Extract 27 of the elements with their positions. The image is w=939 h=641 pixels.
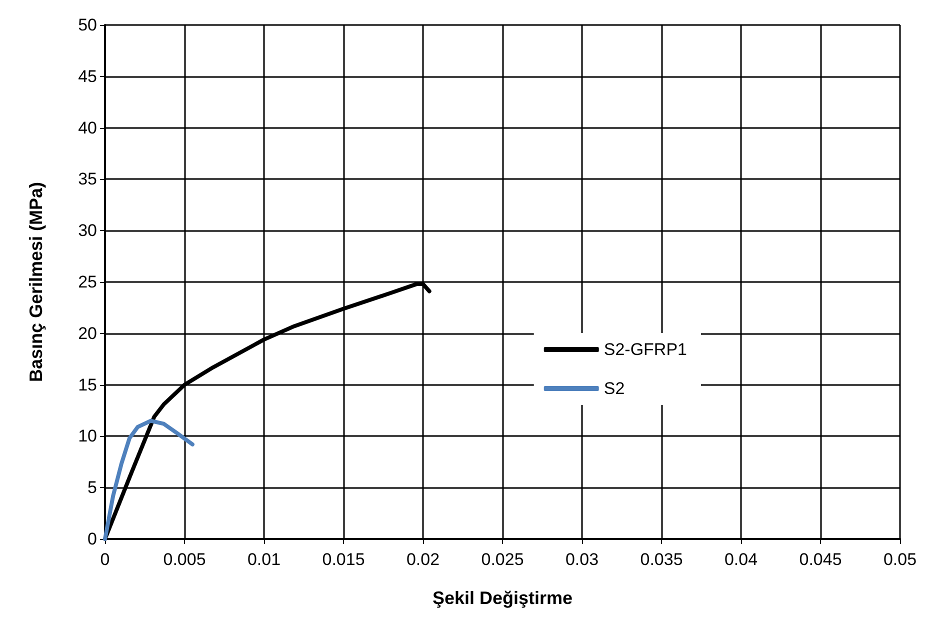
y-tick-label: 40 <box>78 118 97 138</box>
x-tick-label: 0.01 <box>247 550 281 569</box>
x-tick-label: 0.015 <box>322 550 365 569</box>
y-tick-label: 50 <box>78 16 97 34</box>
x-axis-title: Şekil Değiştirme <box>432 588 573 608</box>
x-tick-label: 0.005 <box>163 550 206 569</box>
x-tick-label: 0.035 <box>640 550 683 569</box>
y-tick-label: 35 <box>78 170 97 189</box>
x-tick-label: 0.025 <box>481 550 524 569</box>
x-tick-label: 0.02 <box>406 550 440 569</box>
x-tick-label: 0.04 <box>724 550 758 569</box>
y-tick-label: 45 <box>78 66 97 86</box>
y-tick-label: 25 <box>78 272 97 292</box>
x-tick-label: 0.045 <box>799 550 842 569</box>
x-tick-label: 0 <box>100 550 110 569</box>
line-series <box>103 418 194 541</box>
legend-label: S2-GFRP1 <box>604 340 688 359</box>
x-tick-label: 0.03 <box>565 550 599 569</box>
y-tick-label: 30 <box>78 221 97 240</box>
y-tick-label: 15 <box>78 375 97 394</box>
y-tick-label: 5 <box>88 478 97 498</box>
y-tick-label: 20 <box>78 324 97 343</box>
y-tick-label: 10 <box>78 426 97 446</box>
y-axis-title: Basınç Gerilmesi (MPa) <box>26 182 46 382</box>
x-tick-label: 0.05 <box>883 550 917 569</box>
legend-label: S2 <box>604 379 625 398</box>
y-tick-label: 0 <box>88 530 97 548</box>
